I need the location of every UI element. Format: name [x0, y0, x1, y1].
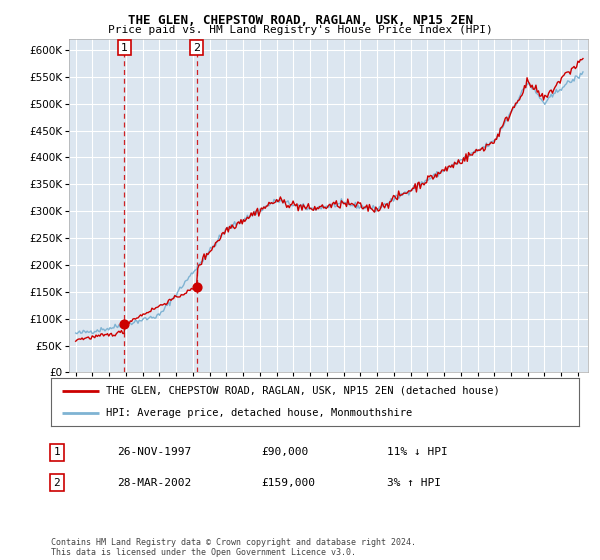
- Text: Contains HM Land Registry data © Crown copyright and database right 2024.
This d: Contains HM Land Registry data © Crown c…: [51, 538, 416, 557]
- Text: 28-MAR-2002: 28-MAR-2002: [117, 478, 191, 488]
- Text: £90,000: £90,000: [261, 447, 308, 458]
- Text: 11% ↓ HPI: 11% ↓ HPI: [387, 447, 448, 458]
- Text: THE GLEN, CHEPSTOW ROAD, RAGLAN, USK, NP15 2EN: THE GLEN, CHEPSTOW ROAD, RAGLAN, USK, NP…: [128, 14, 473, 27]
- Text: 1: 1: [121, 43, 128, 53]
- Text: 3% ↑ HPI: 3% ↑ HPI: [387, 478, 441, 488]
- Text: Price paid vs. HM Land Registry's House Price Index (HPI): Price paid vs. HM Land Registry's House …: [107, 25, 493, 35]
- Text: £159,000: £159,000: [261, 478, 315, 488]
- Text: 26-NOV-1997: 26-NOV-1997: [117, 447, 191, 458]
- Text: 1: 1: [53, 447, 61, 458]
- Text: THE GLEN, CHEPSTOW ROAD, RAGLAN, USK, NP15 2EN (detached house): THE GLEN, CHEPSTOW ROAD, RAGLAN, USK, NP…: [106, 386, 500, 396]
- Text: 2: 2: [193, 43, 200, 53]
- Point: [119, 320, 129, 329]
- Text: HPI: Average price, detached house, Monmouthshire: HPI: Average price, detached house, Monm…: [106, 408, 413, 418]
- Text: 2: 2: [53, 478, 61, 488]
- Point: [192, 282, 202, 291]
